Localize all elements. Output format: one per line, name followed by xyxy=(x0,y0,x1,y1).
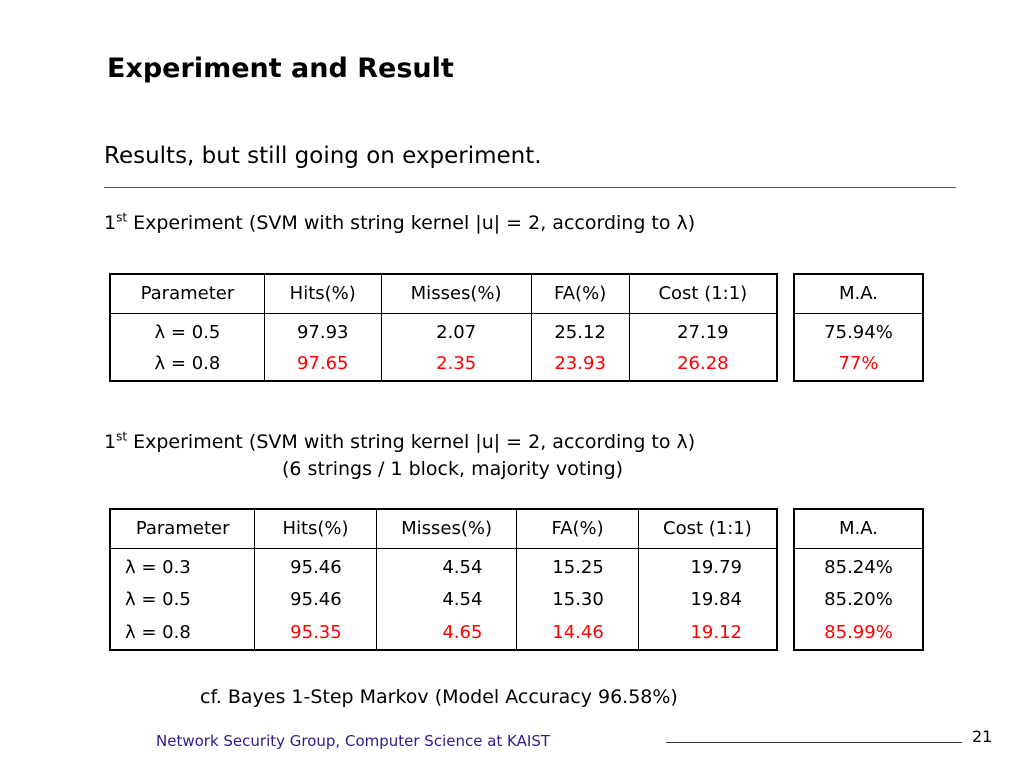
experiment2-results-table: Parameter Hits(%) Misses(%) FA(%) Cost (… xyxy=(109,508,778,651)
cost-cell: 19.84 xyxy=(637,582,777,616)
misses-cell: 2.35 xyxy=(380,347,532,381)
table-row: 85.24% xyxy=(794,548,923,582)
fa-cell: 15.30 xyxy=(516,582,639,616)
hits-cell: 97.65 xyxy=(263,347,382,381)
page-number: 21 xyxy=(972,727,993,746)
column-header: Hits(%) xyxy=(254,509,377,549)
ma-cell: 75.94% xyxy=(824,321,893,343)
column-header: Parameter xyxy=(110,274,265,314)
slide-subtitle: Results, but still going on experiment. xyxy=(104,143,542,169)
cost-cell: 27.19 xyxy=(628,313,777,347)
ma-cell: 85.24% xyxy=(824,556,893,578)
caption-text: Experiment (SVM with string kernel |u| =… xyxy=(127,212,696,234)
table-row: λ = 0.3 95.46 4.54 15.25 19.79 xyxy=(110,548,777,582)
table-header-row: M.A. xyxy=(794,274,923,314)
hits-cell: 95.46 xyxy=(254,548,377,582)
ma-cell: 77% xyxy=(838,353,879,374)
misses-cell: 4.54 xyxy=(375,548,517,582)
param-cell: λ = 0.8 xyxy=(154,353,221,374)
table-header-row: Parameter Hits(%) Misses(%) FA(%) Cost (… xyxy=(110,509,777,549)
footer-divider xyxy=(666,742,962,743)
column-header: Misses(%) xyxy=(375,509,517,549)
caption-number: 1 xyxy=(104,212,117,234)
table-row: λ = 0.8 97.65 2.35 23.93 26.28 xyxy=(110,347,777,381)
caption-ordinal: st xyxy=(116,210,128,225)
cost-cell: 19.79 xyxy=(637,548,777,582)
comparison-note: cf. Bayes 1-Step Markov (Model Accuracy … xyxy=(200,686,678,708)
column-header: Cost (1:1) xyxy=(628,274,777,314)
param-cell: λ = 0.8 xyxy=(125,622,191,643)
misses-cell: 2.07 xyxy=(380,313,532,347)
experiment2-caption-line2: (6 strings / 1 block, majority voting) xyxy=(282,458,624,480)
table-row: 75.94% xyxy=(794,313,923,347)
experiment2-ma-table: M.A. 85.24% 85.20% 85.99% xyxy=(793,508,924,651)
cost-cell: 19.12 xyxy=(637,616,777,650)
caption-text: Experiment (SVM with string kernel |u| =… xyxy=(127,431,696,453)
column-header: FA(%) xyxy=(516,509,639,549)
experiment1-ma-table: M.A. 75.94% 77% xyxy=(793,273,924,382)
fa-cell: 15.25 xyxy=(516,548,639,582)
column-header: FA(%) xyxy=(530,274,630,314)
experiment2-caption: 1st Experiment (SVM with string kernel |… xyxy=(104,431,695,453)
param-cell: λ = 0.5 xyxy=(154,321,221,343)
column-header: M.A. xyxy=(794,509,923,549)
table-row: 85.20% xyxy=(794,582,923,616)
table-row: λ = 0.8 95.35 4.65 14.46 19.12 xyxy=(110,616,777,650)
fa-cell: 14.46 xyxy=(516,616,639,650)
table-row: λ = 0.5 97.93 2.07 25.12 27.19 xyxy=(110,313,777,347)
column-header: Parameter xyxy=(110,509,255,549)
column-header: Hits(%) xyxy=(263,274,382,314)
table-header-row: M.A. xyxy=(794,509,923,549)
footer-text: Network Security Group, Computer Science… xyxy=(156,732,550,750)
column-header: Cost (1:1) xyxy=(637,509,777,549)
column-header: M.A. xyxy=(794,274,923,314)
hits-cell: 95.46 xyxy=(254,582,377,616)
table-row: λ = 0.5 95.46 4.54 15.30 19.84 xyxy=(110,582,777,616)
caption-ordinal: st xyxy=(116,429,128,444)
experiment1-results-table: Parameter Hits(%) Misses(%) FA(%) Cost (… xyxy=(109,273,778,382)
slide-title: Experiment and Result xyxy=(107,53,454,84)
table-header-row: Parameter Hits(%) Misses(%) FA(%) Cost (… xyxy=(110,274,777,314)
fa-cell: 23.93 xyxy=(530,347,630,381)
misses-cell: 4.65 xyxy=(375,616,517,650)
title-divider xyxy=(104,187,956,188)
param-cell: λ = 0.5 xyxy=(125,588,191,610)
cost-cell: 26.28 xyxy=(628,347,777,381)
ma-cell: 85.99% xyxy=(824,622,893,643)
ma-cell: 85.20% xyxy=(824,588,893,610)
hits-cell: 95.35 xyxy=(254,616,377,650)
experiment1-caption: 1st Experiment (SVM with string kernel |… xyxy=(104,212,695,234)
param-cell: λ = 0.3 xyxy=(125,556,191,578)
table-row: 77% xyxy=(794,347,923,381)
column-header: Misses(%) xyxy=(380,274,532,314)
table-row: 85.99% xyxy=(794,616,923,650)
hits-cell: 97.93 xyxy=(263,313,382,347)
misses-cell: 4.54 xyxy=(375,582,517,616)
fa-cell: 25.12 xyxy=(530,313,630,347)
caption-number: 1 xyxy=(104,431,117,453)
